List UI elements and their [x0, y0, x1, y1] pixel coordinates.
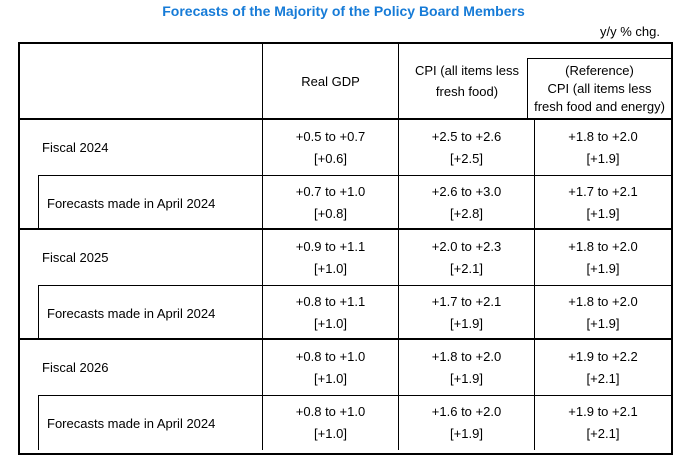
header-reference-line2: CPI (all items less: [547, 80, 652, 96]
row-label: Fiscal 2025: [42, 250, 109, 265]
cpi-cell: +1.7 to +2.1 [+1.9]: [399, 286, 535, 340]
row-label-cell: Forecasts made in April 2024: [39, 396, 263, 450]
forecast-range: +1.8 to +2.0: [568, 128, 638, 144]
table-row-april-forecast: Forecasts made in April 2024 +0.7 to +1.…: [20, 175, 671, 230]
reference-cpi-cell: +1.9 to +2.2 [+2.1]: [535, 340, 671, 395]
forecast-range: +1.8 to +2.0: [431, 348, 502, 364]
header-cpi-line2: fresh food): [435, 84, 499, 99]
forecast-median: [+1.9]: [586, 316, 620, 331]
indent-strip: [20, 395, 38, 450]
cpi-cell: +2.0 to +2.3 [+2.1]: [399, 230, 535, 285]
forecast-median: [+1.9]: [586, 260, 620, 276]
indent-strip: [20, 175, 38, 230]
forecast-median: [+1.9]: [450, 316, 483, 331]
table-row-fiscal-2025: Fiscal 2025 +0.9 to +1.1 [+1.0] +2.0 to …: [20, 230, 671, 285]
reference-cpi-cell: +1.8 to +2.0 [+1.9]: [535, 286, 671, 340]
page: { "page": { "title": "Forecasts of the M…: [0, 3, 687, 459]
forecast-range: +1.7 to +2.1: [568, 184, 638, 199]
real-gdp-cell: +0.8 to +1.0 [+1.0]: [263, 340, 399, 395]
cpi-cell: +1.8 to +2.0 [+1.9]: [399, 340, 535, 395]
forecast-range: +0.7 to +1.0: [295, 184, 366, 199]
forecast-range: +1.7 to +2.1: [431, 294, 502, 309]
table-row-fiscal-2024: Fiscal 2024 +0.5 to +0.7 [+0.6] +2.5 to …: [20, 120, 671, 175]
row-label-cell: Fiscal 2026: [20, 340, 263, 395]
header-reference-cpi-box: (Reference) CPI (all items less fresh fo…: [527, 58, 671, 118]
section-fiscal-2025: Fiscal 2025 +0.9 to +1.1 [+1.0] +2.0 to …: [20, 230, 671, 340]
forecast-median: [+0.8]: [314, 206, 347, 221]
section-fiscal-2024: Fiscal 2024 +0.5 to +0.7 [+0.6] +2.5 to …: [20, 120, 671, 230]
row-label-cell: Fiscal 2024: [20, 120, 263, 175]
forecast-median: [+1.0]: [314, 370, 347, 386]
forecast-range: +1.9 to +2.2: [568, 348, 638, 364]
header-cpi-cell: CPI (all items less fresh food): [399, 44, 535, 118]
table-row-april-forecast: Forecasts made in April 2024 +0.8 to +1.…: [20, 285, 671, 340]
content-wrapper: y/y % chg. Real GDP CPI (all items less …: [18, 24, 673, 455]
header-row-label-cell: [20, 44, 263, 118]
real-gdp-cell: +0.5 to +0.7 [+0.6]: [263, 120, 399, 175]
april-forecast-box: Forecasts made in April 2024 +0.7 to +1.…: [38, 175, 671, 230]
forecast-range: +1.8 to +2.0: [568, 294, 638, 309]
real-gdp-cell: +0.9 to +1.1 [+1.0]: [263, 230, 399, 285]
forecast-median: [+2.1]: [586, 426, 620, 441]
row-label-cell: Forecasts made in April 2024: [39, 176, 263, 230]
forecast-table: Real GDP CPI (all items less fresh food)…: [18, 42, 673, 455]
header-cpi-line1: CPI (all items less: [414, 63, 520, 78]
row-label: Fiscal 2026: [42, 360, 109, 375]
forecast-median: [+1.9]: [586, 206, 620, 221]
reference-cpi-cell: +1.7 to +2.1 [+1.9]: [535, 176, 671, 230]
forecast-median: [+2.8]: [450, 206, 483, 221]
forecast-median: [+1.0]: [314, 316, 347, 331]
indent-strip: [20, 285, 38, 340]
row-label: Forecasts made in April 2024: [47, 415, 216, 431]
real-gdp-cell: +0.7 to +1.0 [+0.8]: [263, 176, 399, 230]
forecast-median: [+1.9]: [586, 150, 620, 166]
forecast-range: +1.9 to +2.1: [568, 404, 638, 419]
header-real-gdp-cell: Real GDP: [263, 44, 399, 118]
reference-cpi-cell: +1.9 to +2.1 [+2.1]: [535, 396, 671, 450]
forecast-median: [+2.1]: [450, 260, 483, 276]
forecast-median: [+1.9]: [450, 370, 483, 386]
forecast-range: +0.8 to +1.1: [295, 294, 366, 309]
row-label-cell: Forecasts made in April 2024: [39, 286, 263, 340]
cpi-cell: +1.6 to +2.0 [+1.9]: [399, 396, 535, 450]
reference-cpi-cell: +1.8 to +2.0 [+1.9]: [535, 120, 671, 175]
row-label-cell: Fiscal 2025: [20, 230, 263, 285]
forecast-median: [+1.0]: [314, 426, 347, 441]
forecast-range: +0.8 to +1.0: [295, 404, 366, 419]
table-row-fiscal-2026: Fiscal 2026 +0.8 to +1.0 [+1.0] +1.8 to …: [20, 340, 671, 395]
section-fiscal-2026: Fiscal 2026 +0.8 to +1.0 [+1.0] +1.8 to …: [20, 340, 671, 450]
row-label: Fiscal 2024: [42, 140, 109, 155]
april-forecast-box: Forecasts made in April 2024 +0.8 to +1.…: [38, 395, 671, 450]
page-title: Forecasts of the Majority of the Policy …: [162, 3, 525, 19]
header-real-gdp-label: Real GDP: [301, 73, 360, 89]
row-label: Forecasts made in April 2024: [47, 195, 216, 211]
forecast-range: +1.6 to +2.0: [431, 404, 502, 419]
unit-note: y/y % chg.: [600, 24, 660, 39]
header-reference-line1: (Reference): [565, 62, 634, 78]
forecast-range: +1.8 to +2.0: [568, 238, 638, 254]
forecast-range: +0.9 to +1.1: [295, 238, 366, 254]
forecast-median: [+1.9]: [450, 426, 483, 441]
forecast-median: [+2.1]: [586, 370, 620, 386]
table-row-april-forecast: Forecasts made in April 2024 +0.8 to +1.…: [20, 395, 671, 450]
forecast-median: [+2.5]: [450, 150, 483, 166]
row-label: Forecasts made in April 2024: [47, 305, 216, 321]
forecast-median: [+0.6]: [314, 150, 347, 166]
real-gdp-cell: +0.8 to +1.0 [+1.0]: [263, 396, 399, 450]
cpi-cell: +2.5 to +2.6 [+2.5]: [399, 120, 535, 175]
forecast-range: +0.5 to +0.7: [295, 128, 366, 144]
reference-cpi-cell: +1.8 to +2.0 [+1.9]: [535, 230, 671, 285]
forecast-range: +0.8 to +1.0: [295, 348, 366, 364]
table-header-row: Real GDP CPI (all items less fresh food)…: [20, 44, 671, 120]
forecast-median: [+1.0]: [314, 260, 347, 276]
forecast-range: +2.0 to +2.3: [431, 238, 502, 254]
header-reference-line3: fresh food and energy): [534, 98, 665, 114]
april-forecast-box: Forecasts made in April 2024 +0.8 to +1.…: [38, 285, 671, 340]
real-gdp-cell: +0.8 to +1.1 [+1.0]: [263, 286, 399, 340]
forecast-range: +2.6 to +3.0: [431, 184, 502, 199]
cpi-cell: +2.6 to +3.0 [+2.8]: [399, 176, 535, 230]
forecast-range: +2.5 to +2.6: [431, 128, 502, 144]
